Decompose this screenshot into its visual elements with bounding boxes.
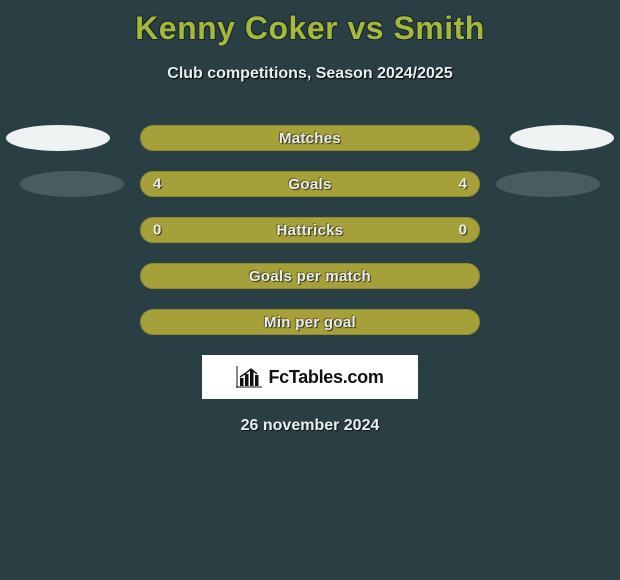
stats-list: Matches 4 Goals 4 0 Hattricks 0 Goals pe… <box>0 125 620 335</box>
stat-bar: 0 Hattricks 0 <box>140 217 480 243</box>
stat-row-goals: 4 Goals 4 <box>0 171 620 197</box>
stat-value-right: 4 <box>459 176 467 193</box>
stat-value-left: 4 <box>153 176 161 193</box>
date-label: 26 november 2024 <box>0 417 620 435</box>
stat-bar: Min per goal <box>140 309 480 335</box>
bar-chart-icon <box>236 366 262 388</box>
source-logo-text: FcTables.com <box>268 367 383 388</box>
stat-value-left: 0 <box>153 222 161 239</box>
stat-bar: Goals per match <box>140 263 480 289</box>
left-value-ellipse <box>6 125 110 151</box>
stat-label: Min per goal <box>264 314 356 331</box>
stat-row-min-per-goal: Min per goal <box>0 309 620 335</box>
stat-label: Goals <box>288 176 331 193</box>
source-logo: FcTables.com <box>202 355 418 399</box>
stat-bar: Matches <box>140 125 480 151</box>
right-value-ellipse <box>510 125 614 151</box>
right-value-ellipse <box>496 171 600 197</box>
stat-bar: 4 Goals 4 <box>140 171 480 197</box>
stat-value-right: 0 <box>459 222 467 239</box>
stat-row-goals-per-match: Goals per match <box>0 263 620 289</box>
stat-label: Hattricks <box>277 222 344 239</box>
stat-label: Goals per match <box>249 268 371 285</box>
stat-row-matches: Matches <box>0 125 620 151</box>
page-title: Kenny Coker vs Smith <box>0 0 620 47</box>
stat-label: Matches <box>279 130 341 147</box>
stat-row-hattricks: 0 Hattricks 0 <box>0 217 620 243</box>
subtitle: Club competitions, Season 2024/2025 <box>0 65 620 83</box>
left-value-ellipse <box>20 171 124 197</box>
